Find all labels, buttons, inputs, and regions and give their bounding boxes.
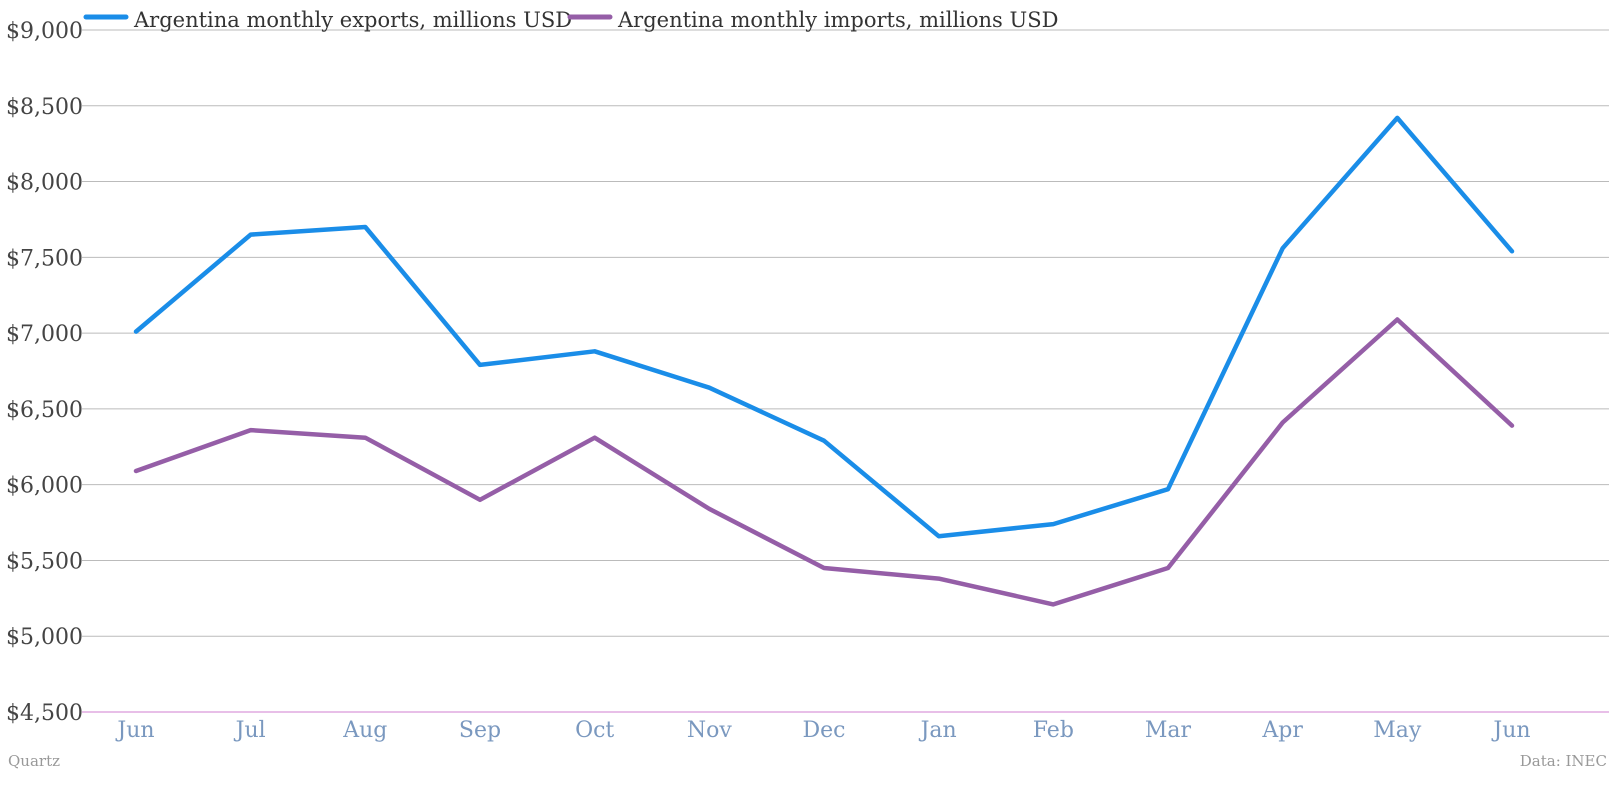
y-tick-label: $4,500 — [6, 701, 83, 726]
x-tick-label: Jul — [234, 718, 266, 743]
x-tick-label: Jan — [919, 718, 957, 743]
x-tick-label: Mar — [1145, 718, 1192, 743]
grid-lines — [82, 29, 1609, 713]
y-tick-label: $5,000 — [6, 625, 83, 650]
x-tick-label: Feb — [1033, 718, 1074, 743]
y-tick-label: $8,000 — [6, 171, 83, 196]
y-axis: $4,500 $5,000 $5,500 $6,000 $6,500 $7,000 $7,5… — [6, 19, 83, 726]
series-lines — [133, 115, 1515, 607]
legend-label: Argentina monthly imports, millions USD — [617, 8, 1058, 32]
y-tick-label: $5,500 — [6, 549, 83, 574]
y-tick-label: $6,500 — [6, 398, 83, 423]
source-credit: Quartz — [8, 752, 60, 770]
y-tick-label: $7,000 — [6, 322, 83, 347]
y-tick-label: $8,500 — [6, 95, 83, 120]
x-tick-label: Apr — [1261, 718, 1303, 743]
x-tick-label: May — [1373, 718, 1422, 743]
exports-line — [133, 115, 1515, 539]
x-tick-label: Jun — [1491, 718, 1530, 743]
y-tick-label: $6,000 — [6, 474, 83, 499]
x-tick-label: Aug — [342, 718, 387, 743]
x-tick-label: Nov — [687, 718, 732, 743]
imports-line — [133, 317, 1515, 607]
legend: Argentina monthly exports, millions USD A… — [83, 8, 1058, 32]
x-tick-label: Sep — [459, 718, 501, 743]
legend-label: Argentina monthly exports, millions USD — [133, 8, 572, 32]
x-tick-label: Oct — [575, 718, 614, 743]
data-source: Data: INEC — [1520, 752, 1607, 770]
x-tick-label: Jun — [115, 718, 154, 743]
y-tick-label: $7,500 — [6, 246, 83, 271]
x-tick-label: Dec — [803, 718, 846, 743]
x-axis: Jun Jul Aug Sep Oct Nov Dec Jan Feb Mar Apr May Jun — [115, 718, 1530, 743]
y-tick-label: $9,000 — [6, 19, 83, 44]
